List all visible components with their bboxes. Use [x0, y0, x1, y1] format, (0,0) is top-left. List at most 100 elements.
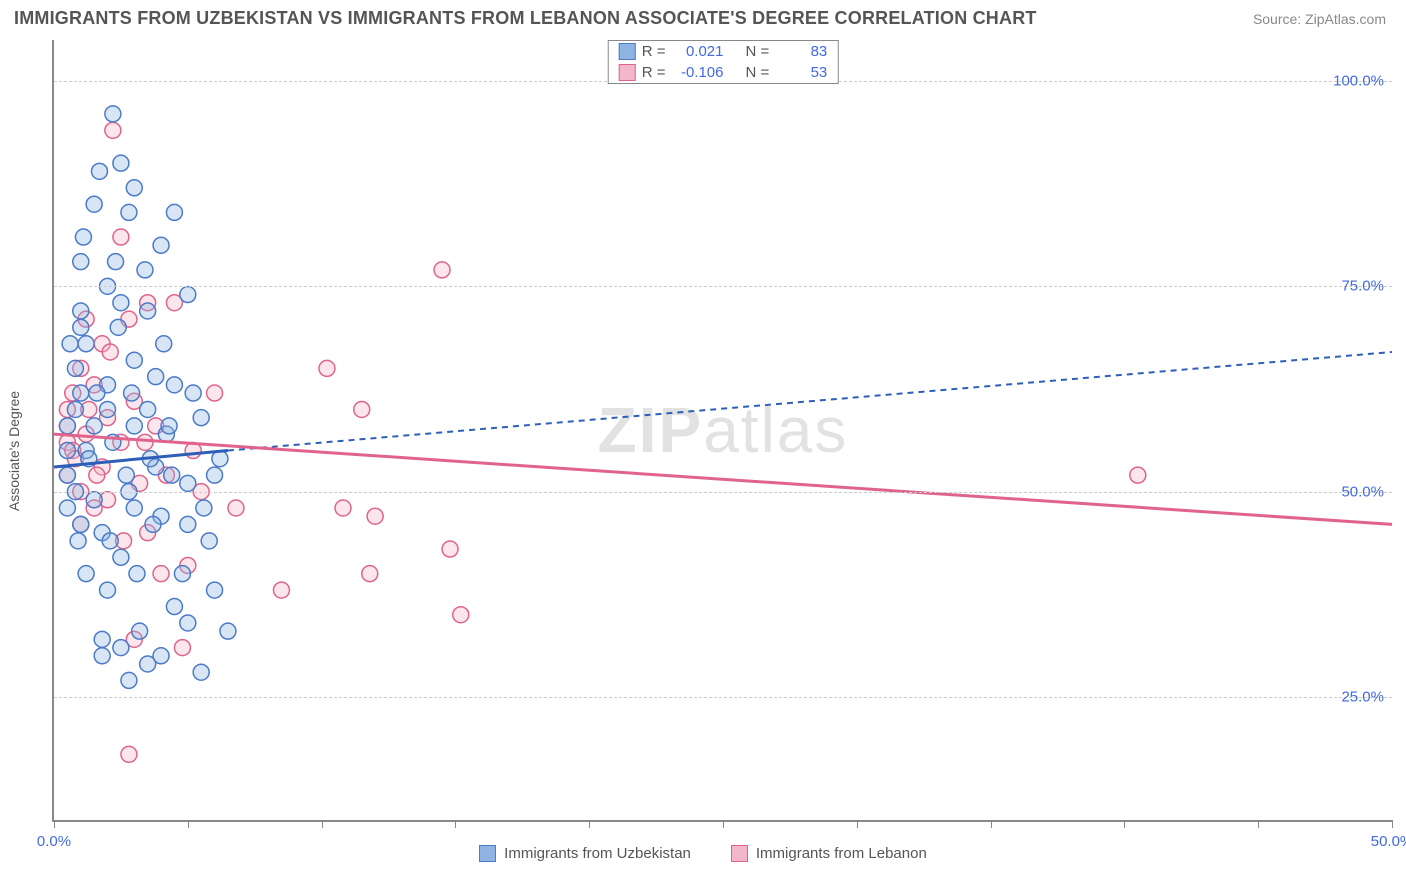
scatter-point [113, 295, 129, 311]
scatter-point [91, 163, 107, 179]
scatter-point [78, 566, 94, 582]
scatter-point [126, 180, 142, 196]
gridline [54, 492, 1392, 493]
legend-label: Immigrants from Uzbekistan [504, 845, 691, 862]
swatch-icon [619, 43, 636, 60]
scatter-point [59, 467, 75, 483]
scatter-point [180, 287, 196, 303]
scatter-point [73, 385, 89, 401]
scatter-point [273, 582, 289, 598]
scatter-point [86, 196, 102, 212]
scatter-point [86, 492, 102, 508]
swatch-icon [619, 64, 636, 81]
scatter-point [207, 385, 223, 401]
scatter-point [70, 533, 86, 549]
scatter-point [124, 385, 140, 401]
scatter-point [89, 467, 105, 483]
scatter-point [166, 204, 182, 220]
scatter-point [193, 410, 209, 426]
r-value: 0.021 [672, 43, 724, 60]
scatter-point [132, 623, 148, 639]
scatter-point [118, 467, 134, 483]
legend-row-lebanon: R = -0.106 N = 53 [609, 62, 838, 83]
scatter-point [121, 746, 137, 762]
r-label: R = [642, 64, 666, 81]
scatter-point [73, 254, 89, 270]
scatter-point [94, 648, 110, 664]
y-tick-label: 75.0% [1341, 278, 1384, 295]
r-value: -0.106 [672, 64, 724, 81]
swatch-icon [479, 845, 496, 862]
scatter-point [78, 336, 94, 352]
scatter-point [185, 385, 201, 401]
scatter-point [180, 516, 196, 532]
scatter-point [442, 541, 458, 557]
n-label: N = [746, 43, 770, 60]
x-tick [1258, 820, 1259, 828]
y-tick-label: 25.0% [1341, 688, 1384, 705]
scatter-point [453, 607, 469, 623]
gridline [54, 286, 1392, 287]
scatter-point [153, 648, 169, 664]
scatter-point [59, 443, 75, 459]
scatter-point [113, 549, 129, 565]
x-tick [188, 820, 189, 828]
scatter-point [201, 533, 217, 549]
scatter-point [89, 385, 105, 401]
scatter-point [59, 500, 75, 516]
series-legend: Immigrants from Uzbekistan Immigrants fr… [14, 845, 1392, 862]
trendline [54, 434, 1392, 524]
x-tick [589, 820, 590, 828]
scatter-point [94, 631, 110, 647]
scatter-point [67, 401, 83, 417]
scatter-point [121, 204, 137, 220]
x-tick [54, 820, 55, 828]
scatter-point [220, 623, 236, 639]
scatter-point [207, 467, 223, 483]
scatter-point [335, 500, 351, 516]
x-tick [455, 820, 456, 828]
scatter-point [362, 566, 378, 582]
scatter-point [126, 500, 142, 516]
x-tick [857, 820, 858, 828]
scatter-point [100, 401, 116, 417]
scatter-point [153, 566, 169, 582]
scatter-point [67, 360, 83, 376]
scatter-svg [54, 40, 1392, 820]
scatter-point [137, 262, 153, 278]
y-tick-label: 50.0% [1341, 483, 1384, 500]
scatter-point [1130, 467, 1146, 483]
chart-title: IMMIGRANTS FROM UZBEKISTAN VS IMMIGRANTS… [14, 8, 1037, 29]
scatter-point [113, 155, 129, 171]
scatter-point [102, 344, 118, 360]
x-tick [1392, 820, 1393, 828]
scatter-point [161, 418, 177, 434]
scatter-point [121, 672, 137, 688]
chart-container: Associate's Degree R = 0.021 N = 83 R = … [14, 40, 1392, 862]
scatter-point [166, 599, 182, 615]
scatter-point [73, 303, 89, 319]
scatter-point [196, 500, 212, 516]
scatter-point [153, 237, 169, 253]
scatter-point [59, 418, 75, 434]
scatter-point [110, 319, 126, 335]
scatter-point [73, 516, 89, 532]
scatter-point [113, 640, 129, 656]
scatter-point [86, 418, 102, 434]
scatter-point [145, 516, 161, 532]
n-value: 83 [775, 43, 827, 60]
scatter-point [100, 582, 116, 598]
scatter-point [174, 640, 190, 656]
scatter-point [180, 475, 196, 491]
legend-label: Immigrants from Lebanon [756, 845, 927, 862]
x-tick [991, 820, 992, 828]
scatter-point [180, 615, 196, 631]
scatter-point [354, 401, 370, 417]
scatter-point [140, 401, 156, 417]
scatter-point [434, 262, 450, 278]
scatter-point [108, 254, 124, 270]
scatter-point [148, 369, 164, 385]
scatter-point [137, 434, 153, 450]
scatter-point [62, 336, 78, 352]
scatter-point [105, 122, 121, 138]
